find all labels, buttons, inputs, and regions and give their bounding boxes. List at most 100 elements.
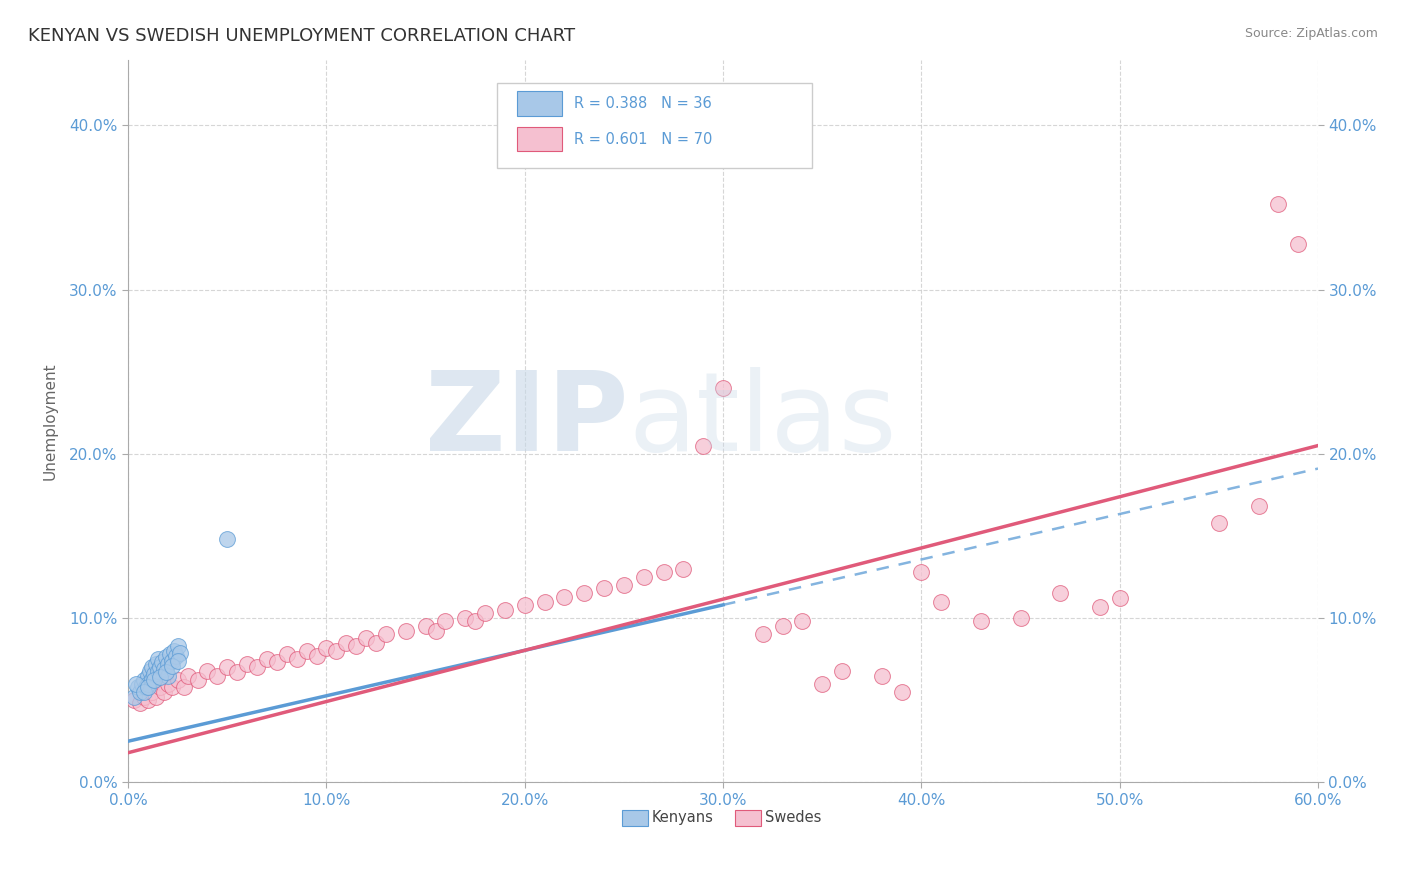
Point (149, 680, 172, 694)
Point (395, 624, 418, 639)
Point (142, 666, 165, 681)
Y-axis label: Unemployment: Unemployment (44, 362, 58, 480)
Point (1010, 611, 1032, 625)
Point (159, 647, 181, 661)
Text: ZIP: ZIP (425, 368, 628, 475)
Point (513, 598, 536, 612)
Point (633, 570, 655, 584)
Point (125, 677, 148, 691)
Point (831, 664, 853, 678)
Text: Kenyans: Kenyans (652, 810, 714, 825)
Point (1208, 516, 1230, 530)
Point (266, 656, 288, 670)
Point (139, 664, 162, 678)
Point (136, 677, 159, 691)
Point (711, 381, 734, 395)
Point (166, 654, 188, 668)
Point (692, 439, 714, 453)
Point (672, 562, 695, 576)
Point (136, 668, 159, 682)
Point (494, 603, 516, 617)
Bar (621, 810, 648, 826)
Point (145, 657, 167, 671)
Point (142, 673, 165, 688)
Point (553, 590, 575, 604)
Point (285, 652, 308, 666)
Point (295, 644, 318, 658)
Point (325, 644, 347, 658)
Point (132, 685, 155, 699)
Point (1247, 500, 1270, 514)
Point (145, 690, 167, 704)
Point (1108, 591, 1130, 606)
Point (1049, 586, 1071, 600)
Point (870, 668, 893, 682)
Point (163, 644, 186, 658)
Bar (517, 127, 562, 152)
Point (176, 668, 198, 682)
Point (217, 532, 239, 546)
Point (226, 665, 249, 680)
Point (166, 673, 188, 688)
Point (792, 615, 814, 629)
Point (141, 660, 163, 674)
Point (970, 615, 993, 629)
Point (129, 685, 152, 699)
Point (135, 680, 157, 694)
Point (131, 677, 153, 691)
Point (207, 668, 229, 682)
Point (155, 650, 177, 665)
Point (149, 670, 172, 684)
Point (315, 640, 337, 655)
Point (593, 582, 616, 596)
Point (354, 631, 377, 645)
Point (132, 690, 155, 704)
Point (464, 615, 486, 629)
Point (344, 639, 367, 653)
FancyBboxPatch shape (496, 83, 813, 168)
Point (187, 673, 209, 688)
Point (153, 685, 176, 699)
Text: R = 0.388   N = 36: R = 0.388 N = 36 (575, 96, 711, 112)
Point (160, 654, 183, 668)
Point (1088, 599, 1111, 614)
Point (153, 662, 176, 676)
Point (173, 680, 195, 694)
Point (474, 606, 496, 620)
Point (150, 656, 173, 670)
Point (335, 635, 357, 649)
Point (132, 673, 155, 688)
Point (375, 627, 398, 641)
Point (305, 648, 328, 663)
Point (772, 619, 794, 633)
Text: atlas: atlas (628, 368, 897, 475)
Point (454, 611, 477, 625)
Text: Swedes: Swedes (765, 810, 821, 825)
Text: KENYAN VS SWEDISH UNEMPLOYMENT CORRELATION CHART: KENYAN VS SWEDISH UNEMPLOYMENT CORRELATI… (28, 27, 575, 45)
Point (136, 693, 159, 707)
Point (165, 648, 187, 663)
Point (425, 624, 447, 639)
Point (169, 646, 191, 660)
Point (613, 578, 636, 592)
Point (136, 680, 159, 694)
Point (160, 680, 183, 694)
Point (166, 639, 188, 653)
Point (910, 565, 932, 579)
Point (197, 664, 219, 678)
Point (156, 668, 179, 682)
Point (141, 672, 163, 686)
Point (246, 660, 269, 674)
Point (276, 647, 298, 661)
Point (434, 615, 457, 629)
Point (127, 680, 149, 694)
Point (533, 594, 555, 608)
Point (574, 586, 596, 600)
Point (129, 697, 152, 711)
Point (122, 690, 145, 704)
Point (929, 594, 952, 608)
Point (160, 658, 183, 673)
Bar (517, 91, 562, 116)
Point (236, 657, 259, 671)
Point (890, 685, 912, 699)
